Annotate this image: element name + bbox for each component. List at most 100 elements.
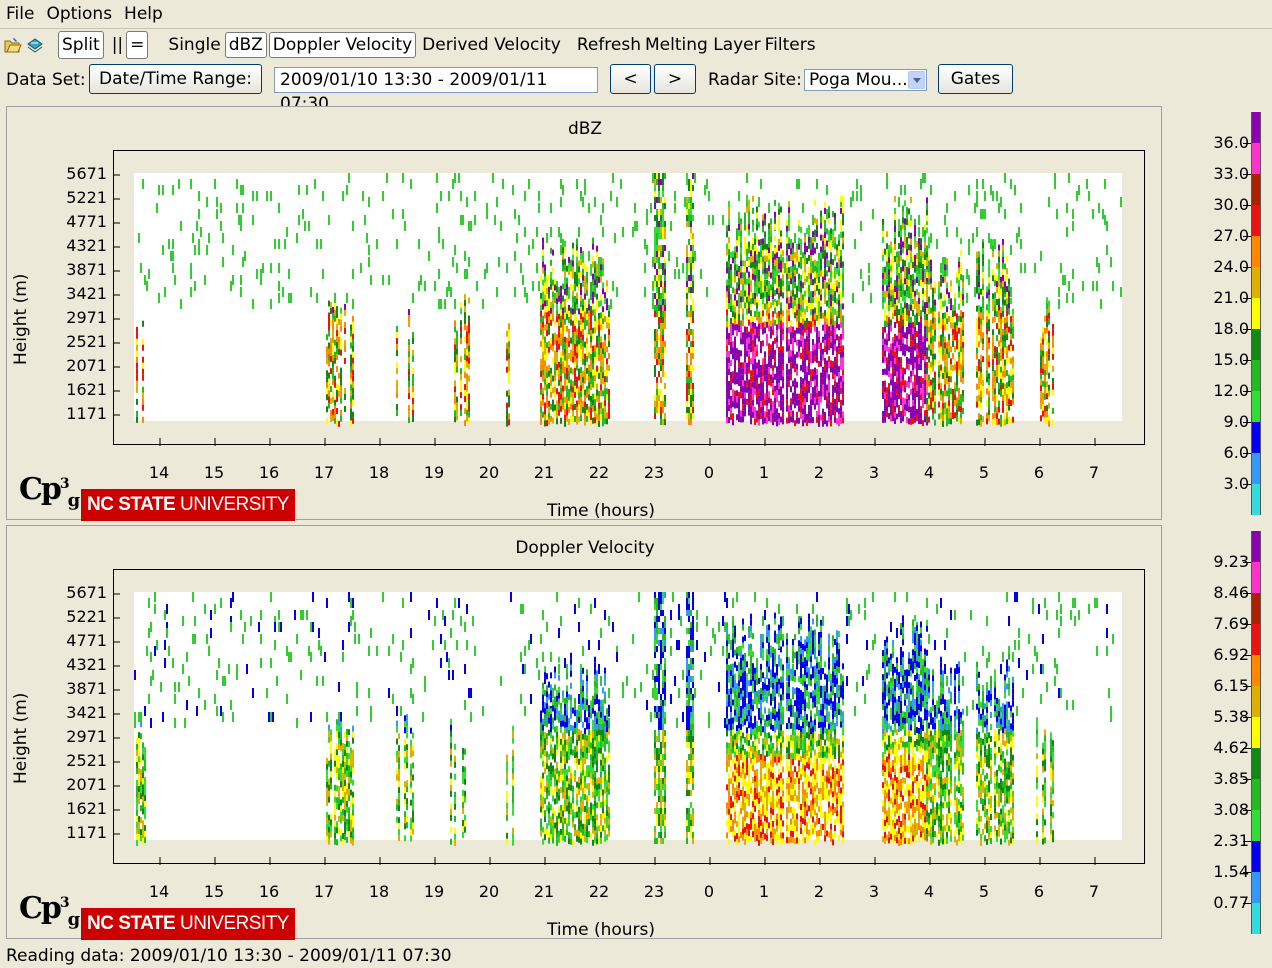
colorbar-tick xyxy=(1243,779,1251,780)
colorbar-segment xyxy=(1251,593,1261,624)
x-tick-label: 0 xyxy=(703,882,715,901)
x-tick-label: 22 xyxy=(588,882,610,901)
colorbar-label: 15.0 xyxy=(1213,350,1249,369)
x-tick-label: 6 xyxy=(1033,882,1045,901)
colorbar-tick xyxy=(1243,236,1251,237)
dbz-plot-area[interactable] xyxy=(114,151,1146,446)
menu-bar: File Options Help xyxy=(0,0,1272,28)
x-tick-label: 23 xyxy=(643,463,665,482)
toolbar: Split || = Single dBZ Doppler Velocity D… xyxy=(0,30,1272,60)
colorbar-segment xyxy=(1251,872,1261,903)
date-range-field[interactable]: 2009/01/10 13:30 - 2009/01/11 07:30 xyxy=(274,67,598,114)
colorbar-tick xyxy=(1243,267,1251,268)
plot-frame xyxy=(113,569,1146,865)
menu-options[interactable]: Options xyxy=(46,4,113,24)
x-tick-label: 6 xyxy=(1033,463,1045,482)
x-axis-label: Time (hours) xyxy=(546,501,656,521)
x-tick-label: 1 xyxy=(758,882,770,901)
colorbar-tick xyxy=(1243,422,1251,423)
colorbar-label: 18.0 xyxy=(1213,319,1249,338)
x-tick-label: 16 xyxy=(258,463,280,482)
colorbar-label: 36.0 xyxy=(1213,133,1249,152)
ncsu-logo: NC STATE UNIVERSITY xyxy=(81,908,295,940)
colorbar-segment xyxy=(1251,360,1261,391)
panel-title: Doppler Velocity xyxy=(515,538,655,558)
menu-help[interactable]: Help xyxy=(124,4,163,24)
colorbar-tick xyxy=(1243,205,1251,206)
x-tick-label: 1 xyxy=(758,463,770,482)
filters-button[interactable]: Filters xyxy=(764,35,816,55)
colorbar-label: 5.38 xyxy=(1213,707,1249,726)
colorbar-label: 0.77 xyxy=(1213,893,1249,912)
x-tick-label: 17 xyxy=(313,463,335,482)
colorbar-tick xyxy=(1243,391,1251,392)
prev-button[interactable]: < xyxy=(610,64,651,94)
y-tick-label: 1171 xyxy=(66,404,107,423)
y-tick-label: 4321 xyxy=(66,655,107,674)
colorbar-segment xyxy=(1251,112,1261,143)
radar-echoes xyxy=(134,592,1114,846)
colorbar-label: 6.0 xyxy=(1223,443,1249,462)
colorbar-segment xyxy=(1251,484,1261,515)
colorbar-segment xyxy=(1251,841,1261,872)
x-tick-label: 19 xyxy=(423,882,445,901)
x-tick-label: 16 xyxy=(258,882,280,901)
menu-file[interactable]: File xyxy=(6,4,35,24)
y-tick-label: 3421 xyxy=(66,703,107,722)
pipe-button[interactable]: || xyxy=(111,35,124,55)
y-tick-label: 2071 xyxy=(66,775,107,794)
chevron-down-icon[interactable] xyxy=(908,71,925,89)
colorbar-segment xyxy=(1251,143,1261,174)
dataset-label: Data Set: xyxy=(6,70,86,90)
dbz-button[interactable]: dBZ xyxy=(224,32,267,58)
equals-button[interactable]: = xyxy=(126,31,149,59)
colorbar-label: 3.0 xyxy=(1223,474,1249,493)
melting-layer-button[interactable]: Melting Layer xyxy=(645,35,761,55)
colorbar-tick xyxy=(1243,717,1251,718)
y-tick-label: 5221 xyxy=(66,188,107,207)
x-tick-label: 18 xyxy=(368,882,390,901)
gates-button[interactable]: Gates xyxy=(938,64,1013,94)
y-tick-label: 5671 xyxy=(66,164,107,183)
colorbar-label: 30.0 xyxy=(1213,195,1249,214)
doppler-velocity-button[interactable]: Doppler Velocity xyxy=(268,32,417,58)
colorbar-tick xyxy=(1243,562,1251,563)
next-button[interactable]: > xyxy=(654,64,696,94)
y-tick-label: 1621 xyxy=(66,380,107,399)
colorbar-label: 8.46 xyxy=(1213,583,1249,602)
colorbar-segment xyxy=(1251,174,1261,205)
colorbar-segment xyxy=(1251,329,1261,360)
x-tick-label: 4 xyxy=(923,463,935,482)
derived-velocity-button[interactable]: Derived Velocity xyxy=(422,35,561,55)
doppler-plot-area[interactable] xyxy=(114,570,1146,865)
colorbar-label: 4.62 xyxy=(1213,738,1249,757)
dataset-row: Data Set: Date/Time Range: 2009/01/10 13… xyxy=(0,64,1272,114)
colorbar-segment xyxy=(1251,298,1261,329)
menu-separator xyxy=(0,28,1272,29)
layers-icon[interactable] xyxy=(26,36,44,54)
y-tick-label: 2971 xyxy=(66,727,107,746)
date-range-button[interactable]: Date/Time Range: xyxy=(89,64,262,94)
split-button[interactable]: Split xyxy=(58,31,104,59)
radar-site-select[interactable]: Poga Mou... xyxy=(804,69,927,91)
x-tick-label: 15 xyxy=(203,463,225,482)
x-tick-label: 21 xyxy=(533,882,555,901)
colorbar-segment xyxy=(1251,748,1261,779)
ncsu-logo: NC STATE UNIVERSITY xyxy=(81,489,295,521)
refresh-button[interactable]: Refresh xyxy=(576,35,642,55)
single-button[interactable]: Single xyxy=(168,35,221,55)
colorbar-tick xyxy=(1243,143,1251,144)
colorbar-segment xyxy=(1251,453,1261,484)
y-axis-label: Height (m) xyxy=(11,273,31,365)
colorbar-segment xyxy=(1251,267,1261,298)
y-tick-label: 4771 xyxy=(66,212,107,231)
x-tick-label: 23 xyxy=(643,882,665,901)
colorbar-label: 7.69 xyxy=(1213,614,1249,633)
colorbar-segment xyxy=(1251,205,1261,236)
colorbar-label: 6.15 xyxy=(1213,676,1249,695)
y-tick-label: 3421 xyxy=(66,284,107,303)
colorbar-segment xyxy=(1251,655,1261,686)
dbz-panel: dBZ Height (m) Time (hours) Cp3g NC STAT… xyxy=(6,106,1162,521)
colorbar-label: 9.0 xyxy=(1223,412,1249,431)
open-icon[interactable] xyxy=(4,36,22,54)
